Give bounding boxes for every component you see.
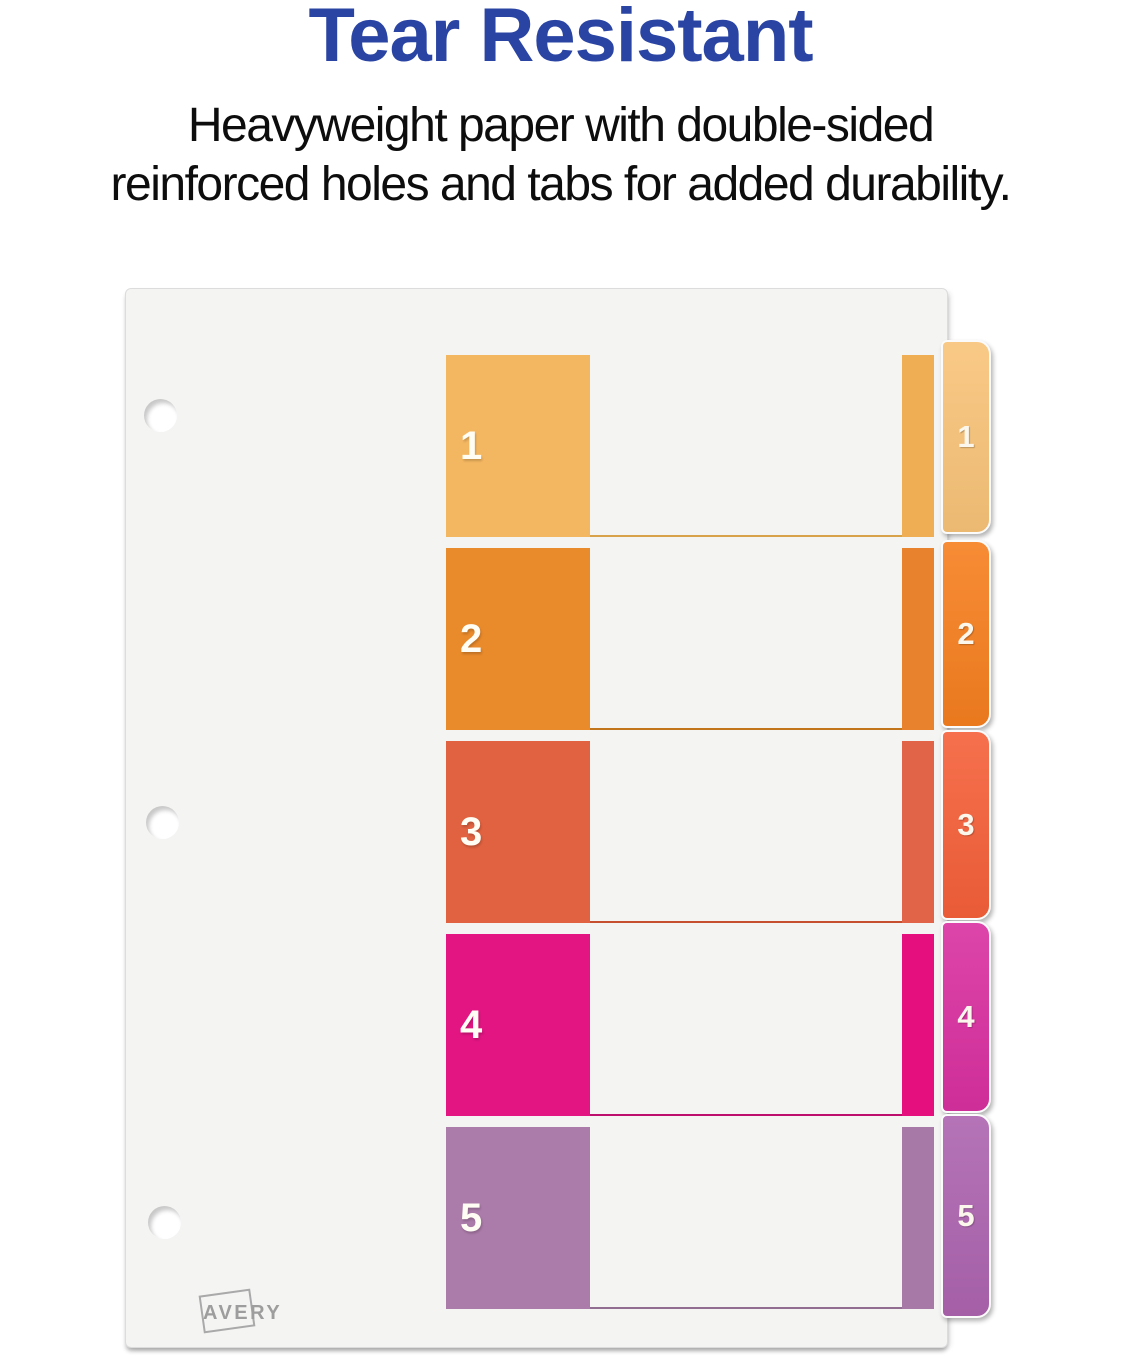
binding-edge-strip-3 — [902, 741, 934, 923]
headline: Tear Resistant — [308, 0, 813, 78]
toc-block-2: 2 — [446, 548, 590, 730]
index-tab-number-1: 1 — [957, 419, 975, 454]
index-tab-2: 2 — [941, 540, 991, 728]
subheadline-line-2: reinforced holes and tabs for added dura… — [110, 158, 1012, 211]
binding-edge-strip-2 — [902, 548, 934, 730]
row-underline-3 — [590, 921, 904, 923]
toc-block-number-4: 4 — [460, 1002, 483, 1047]
toc-block-number-5: 5 — [460, 1195, 483, 1240]
toc-block-4: 4 — [446, 934, 590, 1116]
index-tab-number-5: 5 — [957, 1198, 975, 1233]
index-tab-5: 5 — [941, 1114, 991, 1318]
index-tab-3: 3 — [941, 730, 991, 920]
row-underline-4 — [590, 1114, 904, 1116]
punched-hole-bottom — [148, 1206, 181, 1239]
toc-block-number-3: 3 — [460, 809, 483, 854]
row-underline-2 — [590, 728, 904, 730]
punched-hole-top — [144, 399, 177, 432]
index-tab-4: 4 — [941, 921, 991, 1113]
toc-block-number-1: 1 — [460, 423, 483, 468]
row-underline-5 — [590, 1307, 904, 1309]
punched-hole-middle — [146, 806, 179, 839]
index-tab-1: 1 — [941, 340, 991, 534]
subheadline: Heavyweight paper with double-sided rein… — [0, 96, 1121, 214]
index-tab-number-2: 2 — [957, 616, 975, 651]
toc-block-1: 1 — [446, 355, 590, 537]
index-tab-number-3: 3 — [957, 807, 975, 842]
toc-block-3: 3 — [446, 741, 590, 923]
avery-logo-text: AVERY — [203, 1302, 283, 1324]
avery-logo: AVERY — [198, 1288, 283, 1336]
binding-edge-strip-5 — [902, 1127, 934, 1309]
binding-edge-strip-1 — [902, 355, 934, 537]
subheadline-line-1: Heavyweight paper with double-sided — [187, 99, 935, 152]
toc-block-number-2: 2 — [460, 616, 483, 661]
index-tab-number-4: 4 — [957, 999, 975, 1034]
binding-edge-strip-4 — [902, 934, 934, 1116]
row-underline-1 — [590, 535, 904, 537]
toc-block-5: 5 — [446, 1127, 590, 1309]
